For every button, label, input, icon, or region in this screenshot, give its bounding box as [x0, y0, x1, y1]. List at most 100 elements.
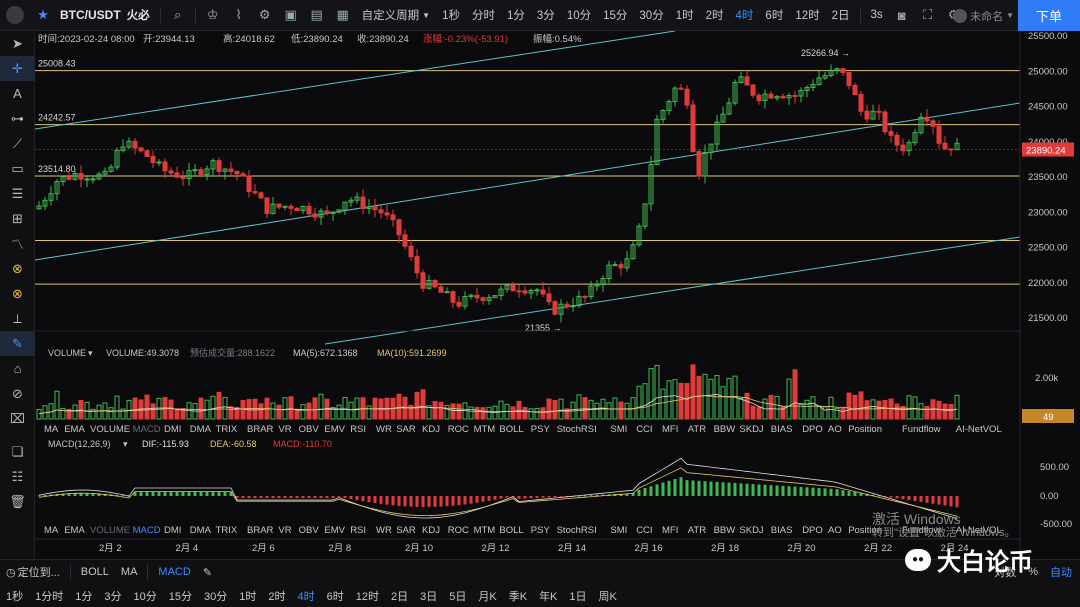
indicator-tab-atr[interactable]: ATR: [688, 424, 706, 435]
indicator-tab-sar[interactable]: SAR: [396, 525, 416, 536]
custom-period-menu[interactable]: 自定义周期 ▼: [356, 0, 436, 31]
list-icon[interactable]: ☷: [11, 468, 24, 484]
text-tool-icon[interactable]: A: [13, 86, 22, 101]
indicator-tab-ai-netvol[interactable]: AI-NetVOL: [956, 525, 1002, 536]
indicator-icon[interactable]: ▣: [284, 7, 297, 22]
indicator-tab-skdj[interactable]: SKDJ: [739, 525, 764, 536]
indicator-tab-emv[interactable]: EMV: [324, 525, 345, 536]
chevron-down-icon[interactable]: ▾: [88, 348, 93, 358]
lock-drawing-icon[interactable]: ⊗: [12, 285, 23, 301]
bottom-period-5[interactable]: 15分: [168, 591, 192, 603]
symbol-name[interactable]: BTC/USDT: [60, 8, 121, 22]
bottom-period-6[interactable]: 30分: [204, 591, 228, 603]
indicator-tab-wr[interactable]: WR: [376, 424, 392, 435]
indicator-tab-rsi[interactable]: RSI: [350, 525, 366, 536]
period-3[interactable]: 3分: [536, 10, 555, 22]
indicator-macd[interactable]: MACD: [158, 566, 191, 578]
period-3s[interactable]: 3s: [870, 9, 883, 21]
indicator-tab-stochrsi[interactable]: StochRSI: [557, 424, 597, 435]
indicator-tab-boll[interactable]: BOLL: [499, 525, 523, 536]
trend-line-icon[interactable]: ⟋: [12, 135, 23, 151]
order-button[interactable]: 下单: [1018, 0, 1080, 31]
chart-svg[interactable]: 时间:2023-02-24 08:00 开:23944.13 高:24018.6…: [34, 30, 1080, 561]
indicator-tab-obv[interactable]: OBV: [299, 424, 320, 435]
channel-line[interactable]: [34, 30, 676, 130]
search-icon[interactable]: ⌕: [174, 7, 182, 22]
bottom-period-7[interactable]: 1时: [239, 591, 257, 603]
bottom-period-1[interactable]: 1分时: [35, 591, 64, 603]
period-4[interactable]: 10分: [566, 10, 592, 22]
ruler-icon[interactable]: ⟂: [13, 310, 22, 326]
bottom-period-10[interactable]: 6时: [326, 591, 344, 603]
indicator-boll[interactable]: BOLL: [80, 566, 109, 578]
indicator-tab-dma[interactable]: DMA: [190, 424, 212, 435]
locate-icon[interactable]: ◷: [6, 566, 16, 579]
indicator-tab-fundflow[interactable]: Fundflow: [902, 525, 941, 536]
bottom-period-16[interactable]: 季K: [508, 591, 528, 603]
indicator-tab-kdj[interactable]: KDJ: [422, 424, 440, 435]
indicator-tab-bbw[interactable]: BBW: [714, 424, 736, 435]
bottom-period-2[interactable]: 1分: [75, 591, 93, 603]
indicator-tab-dpo[interactable]: DPO: [802, 424, 823, 435]
period-0[interactable]: 1秒: [442, 10, 460, 22]
indicator-tab-ema[interactable]: EMA: [64, 424, 85, 435]
cursor-icon[interactable]: ➤: [12, 35, 23, 51]
indicator-tab-fundflow[interactable]: Fundflow: [902, 424, 941, 435]
horizontal-line-icon[interactable]: ⊶: [11, 110, 24, 126]
indicator-tab-rsi[interactable]: RSI: [350, 424, 366, 435]
chart-area[interactable]: 时间:2023-02-24 08:00 开:23944.13 高:24018.6…: [34, 30, 1080, 561]
indicator-tab-position[interactable]: Position: [848, 424, 882, 435]
indicator-tab-dmi[interactable]: DMI: [164, 424, 181, 435]
period-12[interactable]: 2日: [831, 10, 850, 22]
indicator-tab-ema[interactable]: EMA: [64, 525, 85, 536]
crown-icon[interactable]: ♔: [206, 7, 219, 22]
layout-icon[interactable]: ▦: [336, 7, 349, 22]
indicator-tab-ma[interactable]: MA: [44, 525, 59, 536]
parallel-lines-icon[interactable]: ☰: [11, 185, 24, 201]
rectangle-icon[interactable]: ▭: [11, 160, 24, 176]
indicator-tab-wr[interactable]: WR: [376, 525, 392, 536]
percent-toggle[interactable]: %: [1028, 566, 1038, 578]
bottom-period-15[interactable]: 月K: [478, 591, 497, 603]
bottom-period-14[interactable]: 5日: [449, 591, 467, 603]
locate-button[interactable]: 定位到...: [17, 567, 60, 579]
bottom-period-3[interactable]: 3分: [104, 591, 122, 603]
chevron-down-icon[interactable]: ▾: [123, 439, 128, 449]
bottom-period-4[interactable]: 10分: [133, 591, 157, 603]
channel-line[interactable]: [34, 102, 1021, 261]
period-11[interactable]: 12时: [795, 10, 820, 22]
macd-label[interactable]: MACD(12,26,9): [48, 439, 111, 449]
bottom-period-0[interactable]: 1秒: [6, 591, 24, 603]
period-7[interactable]: 1时: [675, 10, 694, 22]
indicator-ma[interactable]: MA: [120, 566, 138, 578]
bottom-period-8[interactable]: 2时: [268, 591, 286, 603]
volume-selector[interactable]: VOLUME: [48, 348, 86, 358]
camera-icon[interactable]: ◙: [897, 7, 906, 23]
indicator-tab-dmi[interactable]: DMI: [164, 525, 181, 536]
indicator-tab-skdj[interactable]: SKDJ: [739, 424, 764, 435]
indicator-tab-macd[interactable]: MACD: [133, 525, 161, 536]
indicator-tab-position[interactable]: Position: [848, 525, 882, 536]
indicator-tab-dpo[interactable]: DPO: [802, 525, 823, 536]
indicator-tab-smi[interactable]: SMI: [610, 525, 627, 536]
bottom-period-18[interactable]: 1日: [569, 591, 587, 603]
indicator-tab-volume[interactable]: VOLUME: [90, 525, 130, 536]
chart-type-icon[interactable]: ⌇: [235, 7, 242, 22]
pen-icon[interactable]: ✎: [0, 331, 35, 356]
magnet-icon[interactable]: ⊗: [12, 260, 23, 276]
crosshair-icon[interactable]: ✛: [0, 56, 35, 81]
indicator-tab-vr[interactable]: VR: [278, 525, 291, 536]
period-1[interactable]: 分时: [472, 10, 495, 22]
indicator-tab-mfi[interactable]: MFI: [662, 525, 678, 536]
period-8[interactable]: 2时: [705, 10, 724, 22]
bottom-period-12[interactable]: 2日: [391, 591, 409, 603]
indicator-tab-brar[interactable]: BRAR: [247, 424, 274, 435]
template-icon[interactable]: ▤: [310, 7, 323, 22]
indicator-tab-bias[interactable]: BIAS: [771, 525, 793, 536]
indicator-tab-atr[interactable]: ATR: [688, 525, 706, 536]
visibility-icon[interactable]: ⊘: [12, 385, 23, 401]
period-10[interactable]: 6时: [765, 10, 784, 22]
indicator-tab-smi[interactable]: SMI: [610, 424, 627, 435]
indicator-tab-brar[interactable]: BRAR: [247, 525, 274, 536]
indicator-tab-stochrsi[interactable]: StochRSI: [557, 525, 597, 536]
